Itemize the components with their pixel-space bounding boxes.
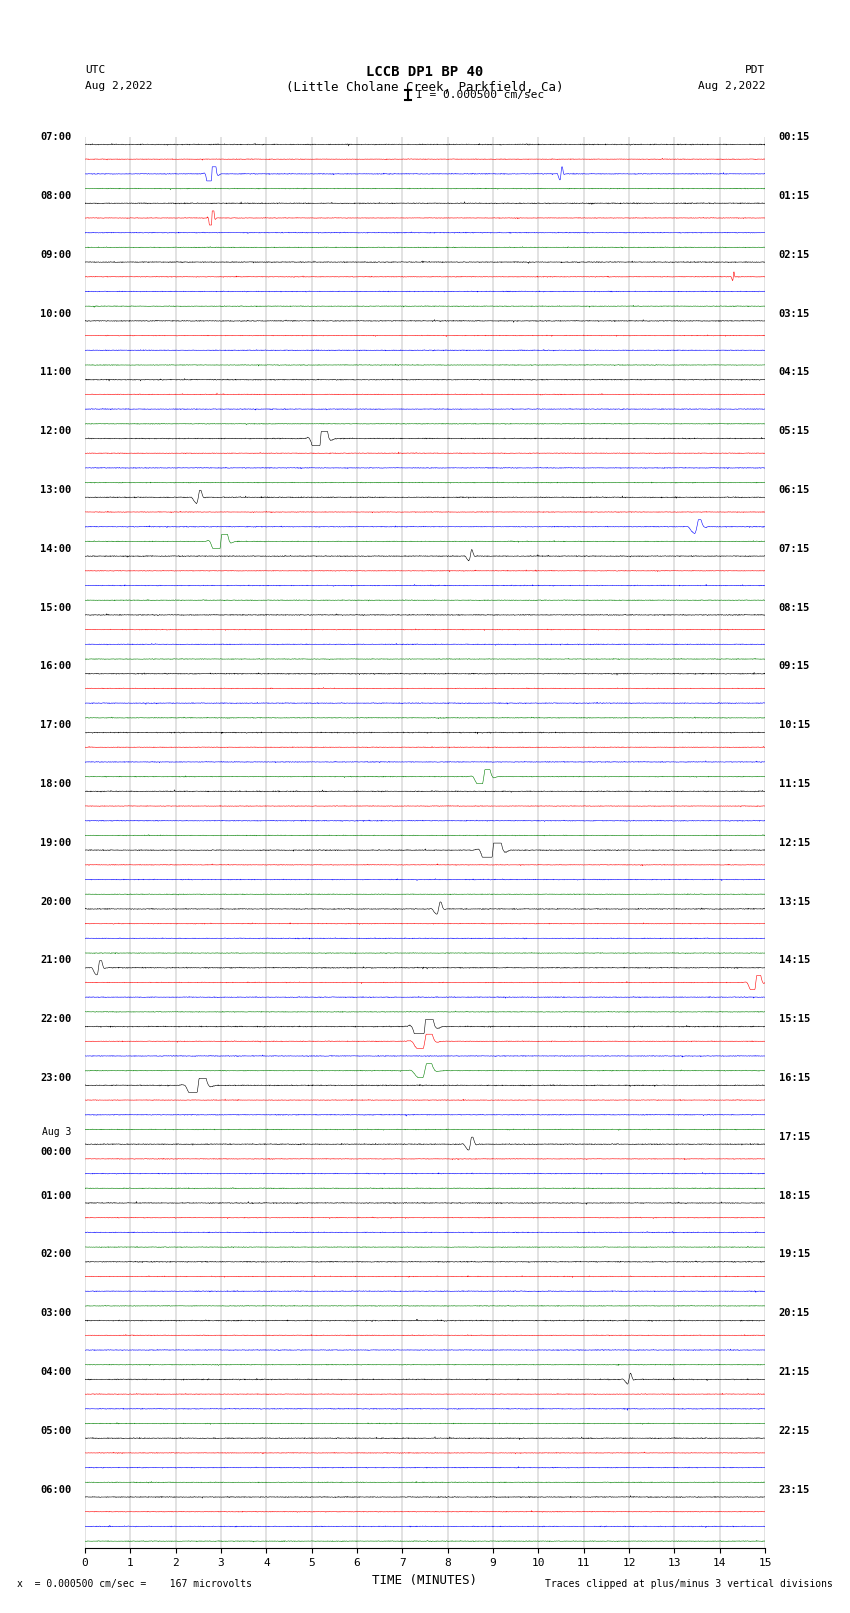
Text: 17:15: 17:15 <box>779 1132 810 1142</box>
Text: 10:00: 10:00 <box>40 308 71 318</box>
Text: PDT: PDT <box>745 65 765 74</box>
Text: 12:00: 12:00 <box>40 426 71 436</box>
Text: 13:15: 13:15 <box>779 897 810 907</box>
Text: 17:00: 17:00 <box>40 719 71 731</box>
Text: 04:00: 04:00 <box>40 1368 71 1378</box>
Text: Aug 2,2022: Aug 2,2022 <box>698 81 765 90</box>
Text: 23:15: 23:15 <box>779 1484 810 1495</box>
Text: 03:00: 03:00 <box>40 1308 71 1318</box>
Text: 10:15: 10:15 <box>779 719 810 731</box>
Text: 19:15: 19:15 <box>779 1250 810 1260</box>
Text: 21:00: 21:00 <box>40 955 71 966</box>
Text: 08:15: 08:15 <box>779 603 810 613</box>
Text: 22:00: 22:00 <box>40 1015 71 1024</box>
Text: 22:15: 22:15 <box>779 1426 810 1436</box>
Text: 11:00: 11:00 <box>40 368 71 377</box>
Text: 18:00: 18:00 <box>40 779 71 789</box>
Text: Aug 2,2022: Aug 2,2022 <box>85 81 152 90</box>
Text: 07:15: 07:15 <box>779 544 810 553</box>
Text: 06:15: 06:15 <box>779 486 810 495</box>
Text: 01:00: 01:00 <box>40 1190 71 1200</box>
Text: (Little Cholane Creek, Parkfield, Ca): (Little Cholane Creek, Parkfield, Ca) <box>286 81 564 94</box>
Text: 16:15: 16:15 <box>779 1073 810 1082</box>
Text: 19:00: 19:00 <box>40 837 71 848</box>
Text: 05:15: 05:15 <box>779 426 810 436</box>
Text: 21:15: 21:15 <box>779 1368 810 1378</box>
Text: 14:15: 14:15 <box>779 955 810 966</box>
Text: 18:15: 18:15 <box>779 1190 810 1200</box>
Text: 02:15: 02:15 <box>779 250 810 260</box>
Text: I = 0.000500 cm/sec: I = 0.000500 cm/sec <box>416 90 545 100</box>
Text: 09:15: 09:15 <box>779 661 810 671</box>
Text: 00:15: 00:15 <box>779 132 810 142</box>
Text: Aug 3: Aug 3 <box>42 1127 71 1137</box>
Text: 15:00: 15:00 <box>40 603 71 613</box>
Text: 20:00: 20:00 <box>40 897 71 907</box>
Text: x  = 0.000500 cm/sec =    167 microvolts: x = 0.000500 cm/sec = 167 microvolts <box>17 1579 252 1589</box>
Text: 02:00: 02:00 <box>40 1250 71 1260</box>
Text: 23:00: 23:00 <box>40 1073 71 1082</box>
Text: 11:15: 11:15 <box>779 779 810 789</box>
X-axis label: TIME (MINUTES): TIME (MINUTES) <box>372 1574 478 1587</box>
Text: LCCB DP1 BP 40: LCCB DP1 BP 40 <box>366 65 484 79</box>
Text: 15:15: 15:15 <box>779 1015 810 1024</box>
Text: 06:00: 06:00 <box>40 1484 71 1495</box>
Text: 09:00: 09:00 <box>40 250 71 260</box>
Text: 16:00: 16:00 <box>40 661 71 671</box>
Text: 07:00: 07:00 <box>40 132 71 142</box>
Text: 01:15: 01:15 <box>779 190 810 202</box>
Text: 04:15: 04:15 <box>779 368 810 377</box>
Text: 03:15: 03:15 <box>779 308 810 318</box>
Text: UTC: UTC <box>85 65 105 74</box>
Text: 14:00: 14:00 <box>40 544 71 553</box>
Text: 20:15: 20:15 <box>779 1308 810 1318</box>
Text: 00:00: 00:00 <box>40 1147 71 1157</box>
Text: 05:00: 05:00 <box>40 1426 71 1436</box>
Text: 12:15: 12:15 <box>779 837 810 848</box>
Text: 08:00: 08:00 <box>40 190 71 202</box>
Text: Traces clipped at plus/minus 3 vertical divisions: Traces clipped at plus/minus 3 vertical … <box>545 1579 833 1589</box>
Text: 13:00: 13:00 <box>40 486 71 495</box>
